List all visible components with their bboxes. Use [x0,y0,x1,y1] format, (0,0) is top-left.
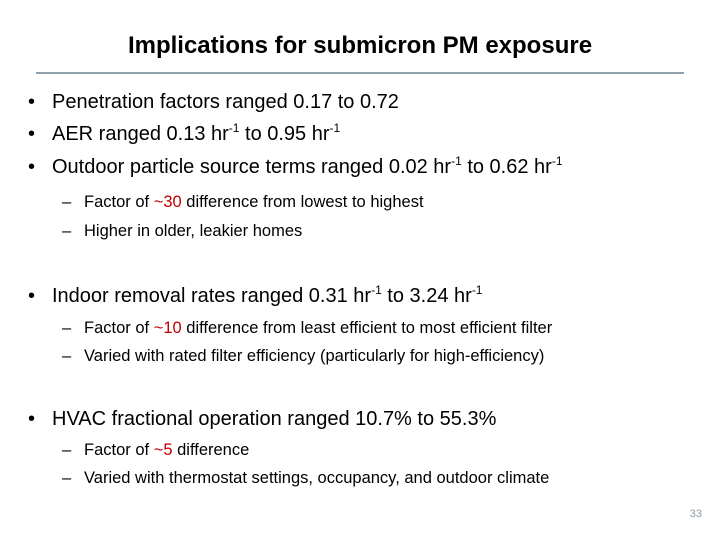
sub-bullet-removal-factor: – Factor of ~10 difference from least eff… [62,319,552,338]
superscript: -1 [551,154,563,168]
highlight-value: ~5 [153,441,173,459]
bullet-text: Outdoor particle source terms ranged 0.0… [52,156,452,178]
bullet-hvac: • HVAC fractional operation ranged 10.7% … [28,408,496,431]
bullet-removal: • Indoor removal rates ranged 0.31 hr-1 t… [28,283,483,308]
bullet-dot: • [28,156,36,178]
sub-bullet-removal-efficiency: – Varied with rated filter efficiency (pa… [62,347,544,366]
sub-bullet-text: Varied with thermostat settings, occupan… [84,469,550,487]
bullet-dot: • [28,285,36,307]
bullet-text: Indoor removal rates ranged 0.31 hr [52,285,372,307]
sub-bullet-outdoor-factor: – Factor of ~30 difference from lowest to… [62,193,424,212]
sub-bullet-text: Factor of [84,193,154,211]
sub-bullet-hvac-factor: – Factor of ~5 difference [62,441,249,460]
sub-bullet-text: Factor of [84,319,154,337]
sub-bullet-dash: – [62,193,72,211]
sub-bullet-text: difference from least efficient to most … [181,319,553,337]
sub-bullet-dash: – [62,441,72,459]
highlight-value: ~10 [153,319,182,337]
sub-bullet-text: difference [172,441,250,459]
sub-bullet-dash: – [62,319,72,337]
sub-bullet-text: Factor of [84,441,154,459]
sub-bullet-text: Higher in older, leakier homes [84,222,303,240]
bullet-dot: • [28,91,36,113]
bullet-outdoor: • Outdoor particle source terms ranged 0.… [28,154,563,179]
highlight-value: ~30 [153,193,182,211]
sub-bullet-dash: – [62,469,72,487]
superscript: -1 [451,154,462,168]
sub-bullet-outdoor-homes: – Higher in older, leakier homes [62,222,302,241]
title-divider [36,72,684,74]
bullet-text: to 0.95 hr [239,123,330,145]
bullet-text: AER ranged 0.13 hr [52,123,229,145]
slide-number: 33 [689,508,702,520]
bullet-dot: • [28,408,36,430]
sub-bullet-dash: – [62,222,72,240]
slide-title: Implications for submicron PM exposure [127,32,593,59]
bullet-text: Penetration factors ranged 0.17 to 0.72 [52,91,399,113]
sub-bullet-text: difference from lowest to highest [181,193,424,211]
superscript: -1 [329,121,341,135]
sub-bullet-hvac-varied: – Varied with thermostat settings, occupa… [62,469,549,488]
bullet-text: to 0.62 hr [461,156,552,178]
bullet-aer: • AER ranged 0.13 hr-1 to 0.95 hr-1 [28,121,341,146]
sub-bullet-text: Varied with rated filter efficiency (par… [84,347,545,365]
bullet-dot: • [28,123,36,145]
sub-bullet-dash: – [62,347,72,365]
superscript: -1 [371,283,382,297]
bullet-text: HVAC fractional operation ranged 10.7% t… [52,408,497,430]
superscript: -1 [228,121,240,135]
bullet-text: to 3.24 hr [381,285,472,307]
superscript: -1 [471,283,483,297]
bullet-penetration: • Penetration factors ranged 0.17 to 0.72 [28,91,399,114]
